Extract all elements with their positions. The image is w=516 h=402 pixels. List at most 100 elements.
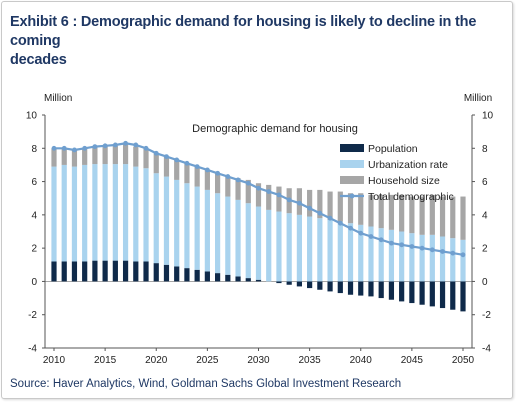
bar-household-2020 [153,153,159,174]
bar-household-2027 [225,176,231,197]
bar-population-2017 [122,260,129,282]
x-tick-label: 2035 [299,355,322,366]
point-total-2012 [72,147,77,153]
bar-population-2035 [307,281,313,289]
bar-urbanization-2033 [286,213,292,282]
bar-population-2024 [194,269,200,282]
bar-population-2015 [102,260,108,282]
point-total-2049 [450,250,456,256]
y-tick-label-right: 0 [482,277,488,288]
bar-population-2037 [327,281,333,292]
bar-urbanization-2025 [204,189,210,272]
point-total-2040 [358,230,364,236]
bar-urbanization-2037 [327,219,333,282]
bar-household-2013 [82,148,88,165]
point-total-2024 [194,164,200,169]
y-tick-label-left: 2 [31,244,37,255]
legend-swatch-2 [340,176,364,184]
y-tick-label-left: 4 [31,210,37,221]
bar-population-2027 [225,274,231,282]
point-total-2013 [82,145,88,151]
title-line-2: decades [10,52,67,68]
bar-household-2036 [317,189,323,219]
bar-population-2018 [133,261,139,282]
bar-population-2016 [112,260,118,282]
y-tick-label-left: 6 [31,177,37,188]
x-tick-label: 2010 [43,355,66,366]
point-total-2029 [245,180,251,186]
bar-urbanization-2034 [296,214,302,282]
y-tick-label-right: 8 [482,144,488,155]
bar-urbanization-2032 [276,211,282,282]
bar-urbanization-2021 [163,176,170,265]
bar-urbanization-2043 [388,229,395,282]
bar-urbanization-2047 [429,234,435,282]
point-total-2021 [164,154,169,160]
bar-household-2010 [51,148,57,167]
bar-population-2014 [92,260,98,282]
point-total-2035 [307,205,313,211]
bar-population-2020 [153,263,159,282]
bar-urbanization-2039 [347,223,354,282]
bar-urbanization-2040 [358,224,364,282]
bar-population-2029 [245,278,251,282]
point-total-2033 [286,197,292,203]
point-total-2028 [235,177,241,183]
point-total-2034 [297,200,302,206]
bar-population-2040 [358,281,364,296]
bar-household-2011 [61,148,67,165]
bar-population-2046 [419,281,425,305]
bar-household-2039 [347,193,354,224]
point-total-2023 [184,160,190,166]
point-total-2048 [440,249,445,254]
bar-urbanization-2024 [194,186,200,270]
bar-urbanization-2014 [92,164,98,261]
source-note: Source: Haver Analytics, Wind, Goldman S… [10,378,402,390]
point-total-2038 [337,220,343,226]
legend-swatch-0 [340,144,364,152]
bar-urbanization-2018 [133,166,139,262]
bar-household-2028 [235,178,241,200]
point-total-2047 [429,247,435,253]
bar-population-2019 [143,261,149,282]
bar-urbanization-2038 [337,221,343,282]
bar-urbanization-2022 [174,179,180,267]
bar-household-2016 [112,145,118,165]
bar-population-2030 [255,279,262,282]
point-total-2025 [204,167,210,173]
bar-household-2030 [255,183,262,207]
legend-swatch-1 [340,160,364,168]
y-tick-label-right: 2 [482,244,488,255]
bar-household-2045 [409,196,415,234]
bar-urbanization-2010 [51,166,57,262]
point-total-2045 [409,244,415,249]
bar-household-2031 [266,184,272,210]
point-total-2011 [61,145,67,151]
legend-label: Population [368,143,418,155]
point-total-2032 [276,192,282,198]
bar-urbanization-2026 [215,193,221,274]
y-tick-label-right: -4 [482,344,491,355]
bar-population-2043 [388,281,395,300]
bar-household-2040 [358,193,364,225]
exhibit-title: Exhibit 6 : Demographic demand for housi… [10,13,510,70]
bar-population-2010 [51,261,57,282]
bar-urbanization-2031 [266,209,272,282]
point-total-2031 [266,189,272,194]
point-total-2030 [256,185,261,191]
bar-population-2022 [174,266,180,282]
bar-urbanization-2011 [61,164,67,262]
bar-population-2050 [460,281,466,312]
y-tick-label-left: -4 [28,344,37,355]
bar-household-2041 [368,194,374,227]
bar-household-2018 [133,146,139,167]
bar-urbanization-2028 [235,199,241,277]
chart-inner-title: Demographic demand for housing [192,123,358,135]
point-total-2018 [133,142,139,148]
bar-household-2019 [143,148,149,169]
legend-label: Urbanization rate [368,159,448,171]
title-line-1: Exhibit 6 : Demographic demand for housi… [10,14,477,49]
point-total-2044 [399,242,405,248]
y-tick-label-right: 4 [482,210,488,221]
bar-household-2022 [174,159,180,180]
